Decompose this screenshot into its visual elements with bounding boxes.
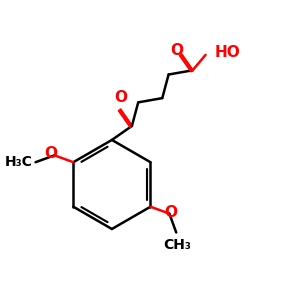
Text: HO: HO	[214, 44, 240, 59]
Text: O: O	[164, 205, 177, 220]
Text: O: O	[170, 43, 183, 58]
Text: CH₃: CH₃	[164, 238, 192, 252]
Text: O: O	[114, 90, 127, 105]
Text: O: O	[44, 146, 58, 161]
Text: H₃C: H₃C	[5, 155, 33, 169]
